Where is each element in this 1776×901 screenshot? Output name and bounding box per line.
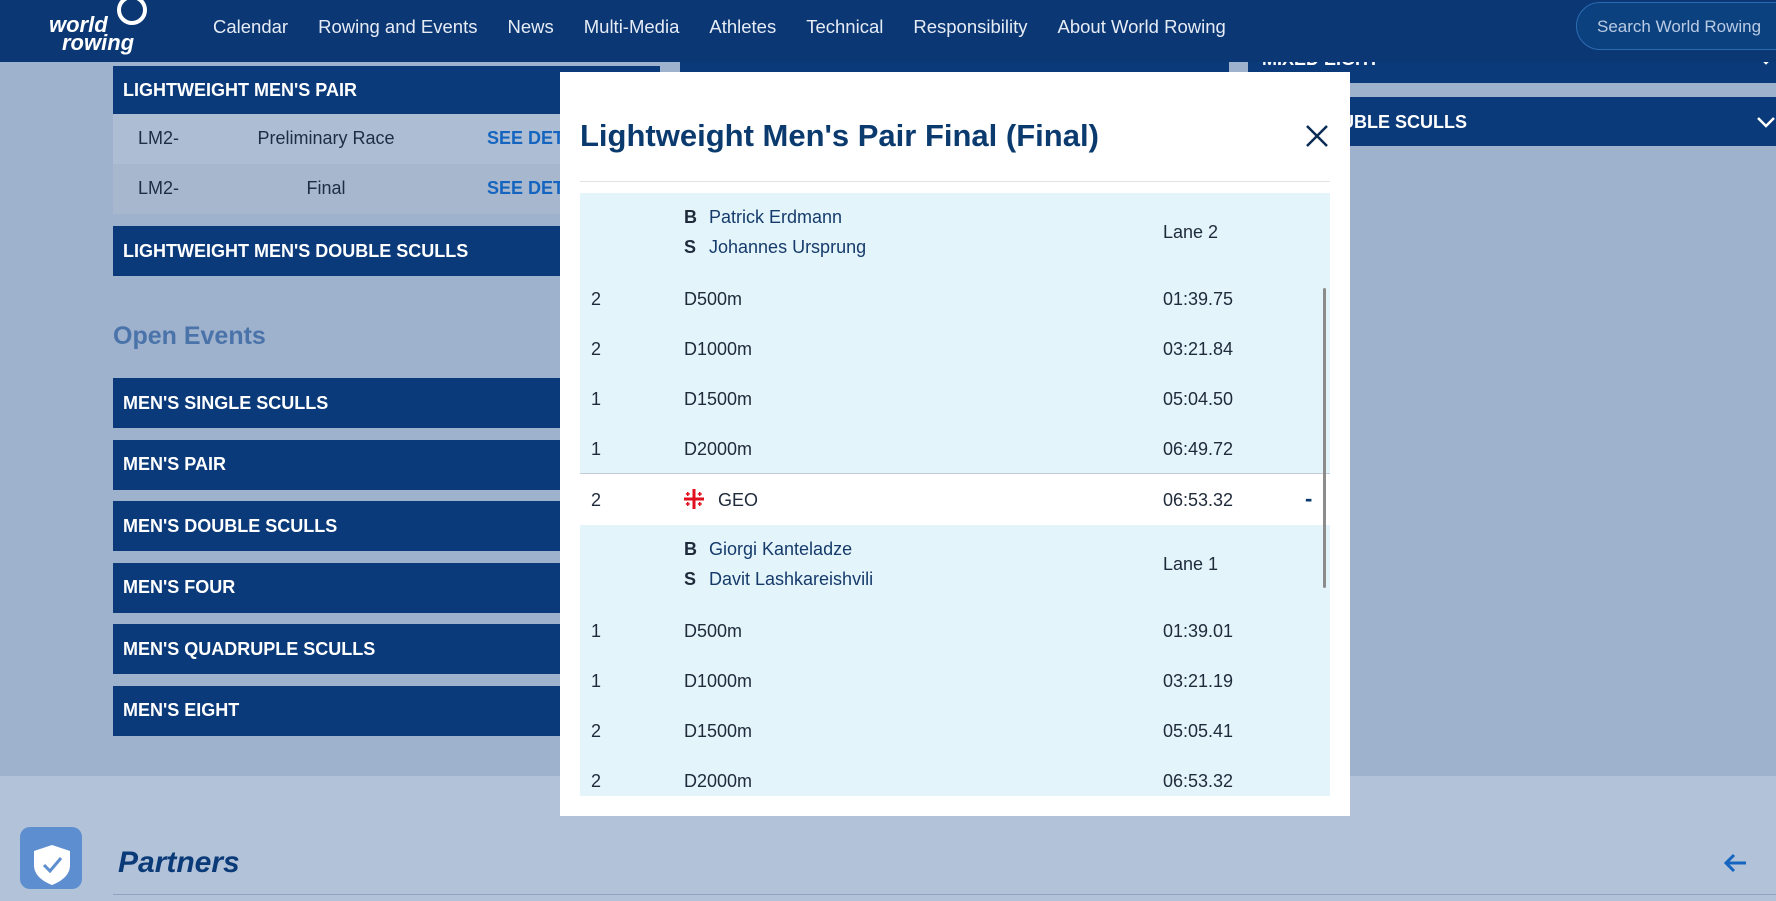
split-distance: D2000m (684, 439, 753, 459)
nav-item[interactable]: About World Rowing (1057, 16, 1226, 37)
search-box[interactable]: Search World Rowing (1576, 2, 1776, 50)
split-time: 06:53.32 (1163, 771, 1234, 791)
boat-class: LM2- (138, 128, 180, 148)
nav-item[interactable]: Responsibility (913, 16, 1028, 37)
split-distance: D500m (684, 621, 743, 641)
divider (113, 894, 1776, 895)
section-title: DOUBLE SCULLS (1314, 112, 1467, 132)
split-time: 03:21.19 (1163, 671, 1234, 691)
arrow-left (1722, 852, 1748, 879)
seat: S (684, 237, 697, 257)
split-distance: D1000m (684, 339, 753, 359)
split-distance: D500m (684, 289, 743, 309)
split-distance: D1500m (684, 389, 753, 409)
nav-item[interactable]: Rowing and Events (318, 16, 478, 37)
lane: Lane 1 (1163, 554, 1219, 574)
close-button-svg (1306, 125, 1328, 147)
seat: B (684, 207, 697, 227)
logo-ring (114, 0, 150, 35)
split-time: 01:39.01 (1163, 621, 1234, 641)
split-rank: 1 (591, 621, 602, 641)
athlete-name[interactable]: Davit Lashkareishvili (709, 569, 874, 589)
split-rank: 1 (591, 439, 602, 459)
split-distance: D1000m (684, 671, 753, 691)
split-rank: 1 (591, 389, 602, 409)
row-separator (580, 473, 1330, 474)
results-table: B Patrick Erdmann S Johannes Ursprung Lane 2… (580, 193, 1330, 796)
modal-title: Lightweight Men's Pair Final (Final) (580, 118, 1099, 153)
privacy-badge (20, 827, 82, 894)
nav-menu: Calendar Rowing and Events News Multi-Media… (213, 0, 1226, 54)
toggle[interactable]: - (1305, 486, 1313, 511)
time: 06:53.32 (1163, 490, 1234, 510)
arrow-left-svg (1723, 853, 1746, 873)
chevron (1756, 114, 1776, 135)
rank: 2 (591, 490, 602, 510)
nav-item[interactable]: Athletes (709, 16, 777, 37)
seat: S (684, 569, 697, 589)
split-time: 05:05.41 (1163, 721, 1234, 741)
split-time: 05:04.50 (1163, 389, 1234, 409)
athlete-name[interactable]: Johannes Ursprung (709, 237, 867, 257)
privacy-badge-svg (20, 827, 82, 889)
country: GEO (718, 490, 759, 510)
logo-ring-svg (117, 0, 147, 25)
flag-svg (684, 489, 704, 509)
split-rank: 1 (591, 671, 602, 691)
split-rank: 2 (591, 339, 602, 359)
chevron-svg (1757, 117, 1775, 128)
split-time: 06:49.72 (1163, 439, 1234, 459)
split-rank: 2 (591, 289, 602, 309)
flag (684, 489, 704, 514)
split-rank: 2 (591, 771, 602, 791)
result-row: 2 GEO 06:53.32 - (580, 474, 1330, 525)
divider (580, 181, 1330, 182)
search-placeholder: Search World Rowing (1597, 17, 1762, 36)
logo-text: rowing (62, 30, 135, 55)
lane: Lane 2 (1163, 222, 1219, 242)
split-distance: D1500m (684, 721, 753, 741)
scrollbar (1323, 288, 1326, 588)
split-time: 03:21.84 (1163, 339, 1234, 359)
athlete-name[interactable]: Patrick Erdmann (709, 207, 843, 227)
close-button[interactable] (1305, 124, 1329, 153)
split-distance: D2000m (684, 771, 753, 791)
top-nav: world rowing Calendar Rowing and Events News… (0, 0, 1776, 62)
nav-item[interactable]: Technical (806, 16, 884, 37)
boat-class: LM2- (138, 178, 180, 198)
split-rank: 2 (591, 721, 602, 741)
modal: Lightweight Men's Pair Final (Final) B Pat… (560, 72, 1350, 816)
split-time: 01:39.75 (1163, 289, 1234, 309)
nav-item[interactable]: Multi-Media (583, 16, 680, 37)
nav-item[interactable]: Calendar (213, 16, 289, 37)
logo-text: world (49, 12, 108, 37)
athlete-name[interactable]: Giorgi Kanteladze (709, 539, 853, 559)
nav-item[interactable]: News (507, 16, 554, 37)
seat: B (684, 539, 697, 559)
partners-title: Partners (118, 846, 240, 879)
section-title: Open Events (113, 322, 266, 350)
